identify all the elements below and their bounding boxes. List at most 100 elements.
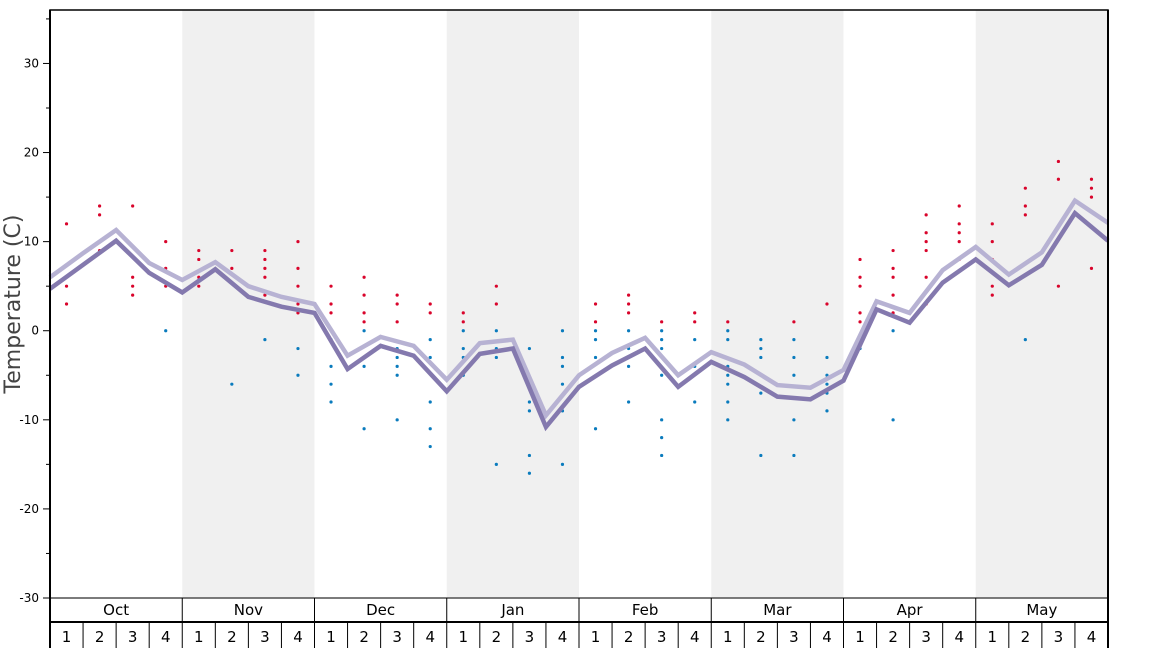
- low-temp-dot: [296, 373, 300, 377]
- high-temp-dot: [461, 311, 465, 315]
- high-temp-dot: [131, 293, 135, 297]
- high-temp-dot: [329, 311, 333, 315]
- low-temp-dot: [626, 364, 631, 368]
- low-temp-dot: [693, 400, 697, 404]
- low-temp-dot: [494, 462, 498, 466]
- high-temp-dot: [891, 248, 895, 253]
- low-temp-dot: [395, 355, 399, 360]
- low-temp-dot: [726, 418, 730, 422]
- low-temp-dot: [1023, 338, 1027, 342]
- high-temp-dot: [990, 222, 994, 226]
- high-temp-dot: [1023, 213, 1027, 217]
- high-temp-dot: [1089, 195, 1094, 199]
- low-temp-dot: [560, 355, 565, 360]
- low-temp-dot: [428, 444, 432, 449]
- high-temp-dot: [825, 302, 829, 306]
- high-temp-dot: [660, 320, 664, 324]
- high-temp-dot: [131, 275, 135, 279]
- week-label: 2: [227, 628, 237, 646]
- high-temp-dot: [395, 320, 399, 324]
- week-label: 2: [359, 628, 369, 646]
- high-temp-dot: [693, 311, 697, 315]
- low-temp-dot: [660, 346, 664, 351]
- low-temp-dot: [230, 382, 234, 386]
- high-temp-dot: [362, 275, 366, 279]
- high-temp-dot: [957, 204, 961, 208]
- high-temp-dot: [296, 302, 300, 306]
- week-label: 4: [822, 628, 832, 646]
- week-label: 2: [888, 628, 898, 646]
- y-tick-label: -30: [19, 591, 39, 605]
- high-temp-dot: [197, 284, 201, 288]
- week-label: 4: [690, 628, 700, 646]
- week-label: 2: [624, 628, 634, 646]
- week-label: 1: [723, 628, 733, 646]
- high-temp-dot: [957, 240, 961, 244]
- low-temp-dot: [494, 329, 498, 333]
- y-tick-label: -20: [19, 502, 39, 516]
- week-label: 4: [425, 628, 435, 646]
- high-temp-dot: [924, 213, 928, 217]
- line-light: [48, 197, 1110, 420]
- high-temp-dot: [891, 275, 895, 279]
- high-temp-dot: [990, 284, 994, 288]
- week-label: 1: [988, 628, 998, 646]
- low-temp-dot: [527, 409, 532, 413]
- high-temp-dot: [593, 320, 598, 324]
- week-label: 3: [1054, 628, 1064, 646]
- low-temp-dot: [660, 338, 664, 342]
- low-temp-dot: [428, 338, 432, 342]
- high-temp-dot: [1056, 159, 1061, 164]
- low-temp-dot: [759, 453, 763, 458]
- low-temp-dot: [792, 338, 796, 342]
- low-temp-dot: [626, 400, 631, 404]
- month-label-mar: Mar: [763, 601, 792, 619]
- month-label-jan: Jan: [500, 601, 524, 619]
- low-temp-dot: [362, 329, 366, 333]
- high-temp-dot: [924, 240, 928, 244]
- low-temp-dot: [660, 453, 664, 458]
- low-temp-dot: [527, 471, 532, 475]
- week-label: 3: [789, 628, 799, 646]
- week-label: 2: [756, 628, 766, 646]
- month-band-mar: [711, 10, 844, 598]
- low-temp-dot: [428, 355, 432, 360]
- month-label-apr: Apr: [897, 601, 924, 619]
- low-temp-dot: [593, 338, 598, 342]
- week-label: 1: [194, 628, 204, 646]
- low-temp-dot: [726, 338, 730, 342]
- week-label: 4: [954, 628, 964, 646]
- week-label: 3: [921, 628, 931, 646]
- high-temp-dot: [626, 302, 631, 306]
- high-temp-dot: [197, 248, 201, 253]
- low-temp-dot: [263, 338, 267, 342]
- high-temp-dot: [362, 311, 366, 315]
- high-temp-dot: [1089, 177, 1094, 181]
- low-temp-dot: [726, 382, 730, 386]
- low-temp-dot: [329, 364, 333, 368]
- high-temp-dot: [626, 311, 631, 315]
- week-label: 1: [855, 628, 865, 646]
- low-temp-dot: [329, 382, 333, 386]
- high-temp-dot: [97, 213, 102, 217]
- low-temp-dot: [759, 338, 763, 342]
- y-tick-label: 20: [24, 146, 39, 160]
- high-temp-dot: [858, 284, 862, 288]
- line-dark: [48, 209, 1110, 432]
- low-temp-dot: [395, 364, 399, 368]
- high-temp-dot: [362, 293, 366, 297]
- high-temp-dot: [1056, 284, 1061, 288]
- low-temp-dot: [759, 346, 763, 351]
- high-temp-dot: [197, 257, 201, 262]
- low-temp-dot: [164, 329, 168, 333]
- low-temp-dot: [660, 329, 664, 333]
- low-temp-dot: [759, 391, 763, 395]
- high-temp-dot: [97, 204, 102, 208]
- week-label: 1: [326, 628, 336, 646]
- week-label: 2: [95, 628, 105, 646]
- week-label: 3: [525, 628, 535, 646]
- high-temp-dot: [726, 320, 730, 324]
- high-temp-dot: [924, 275, 928, 279]
- low-temp-dot: [461, 346, 465, 351]
